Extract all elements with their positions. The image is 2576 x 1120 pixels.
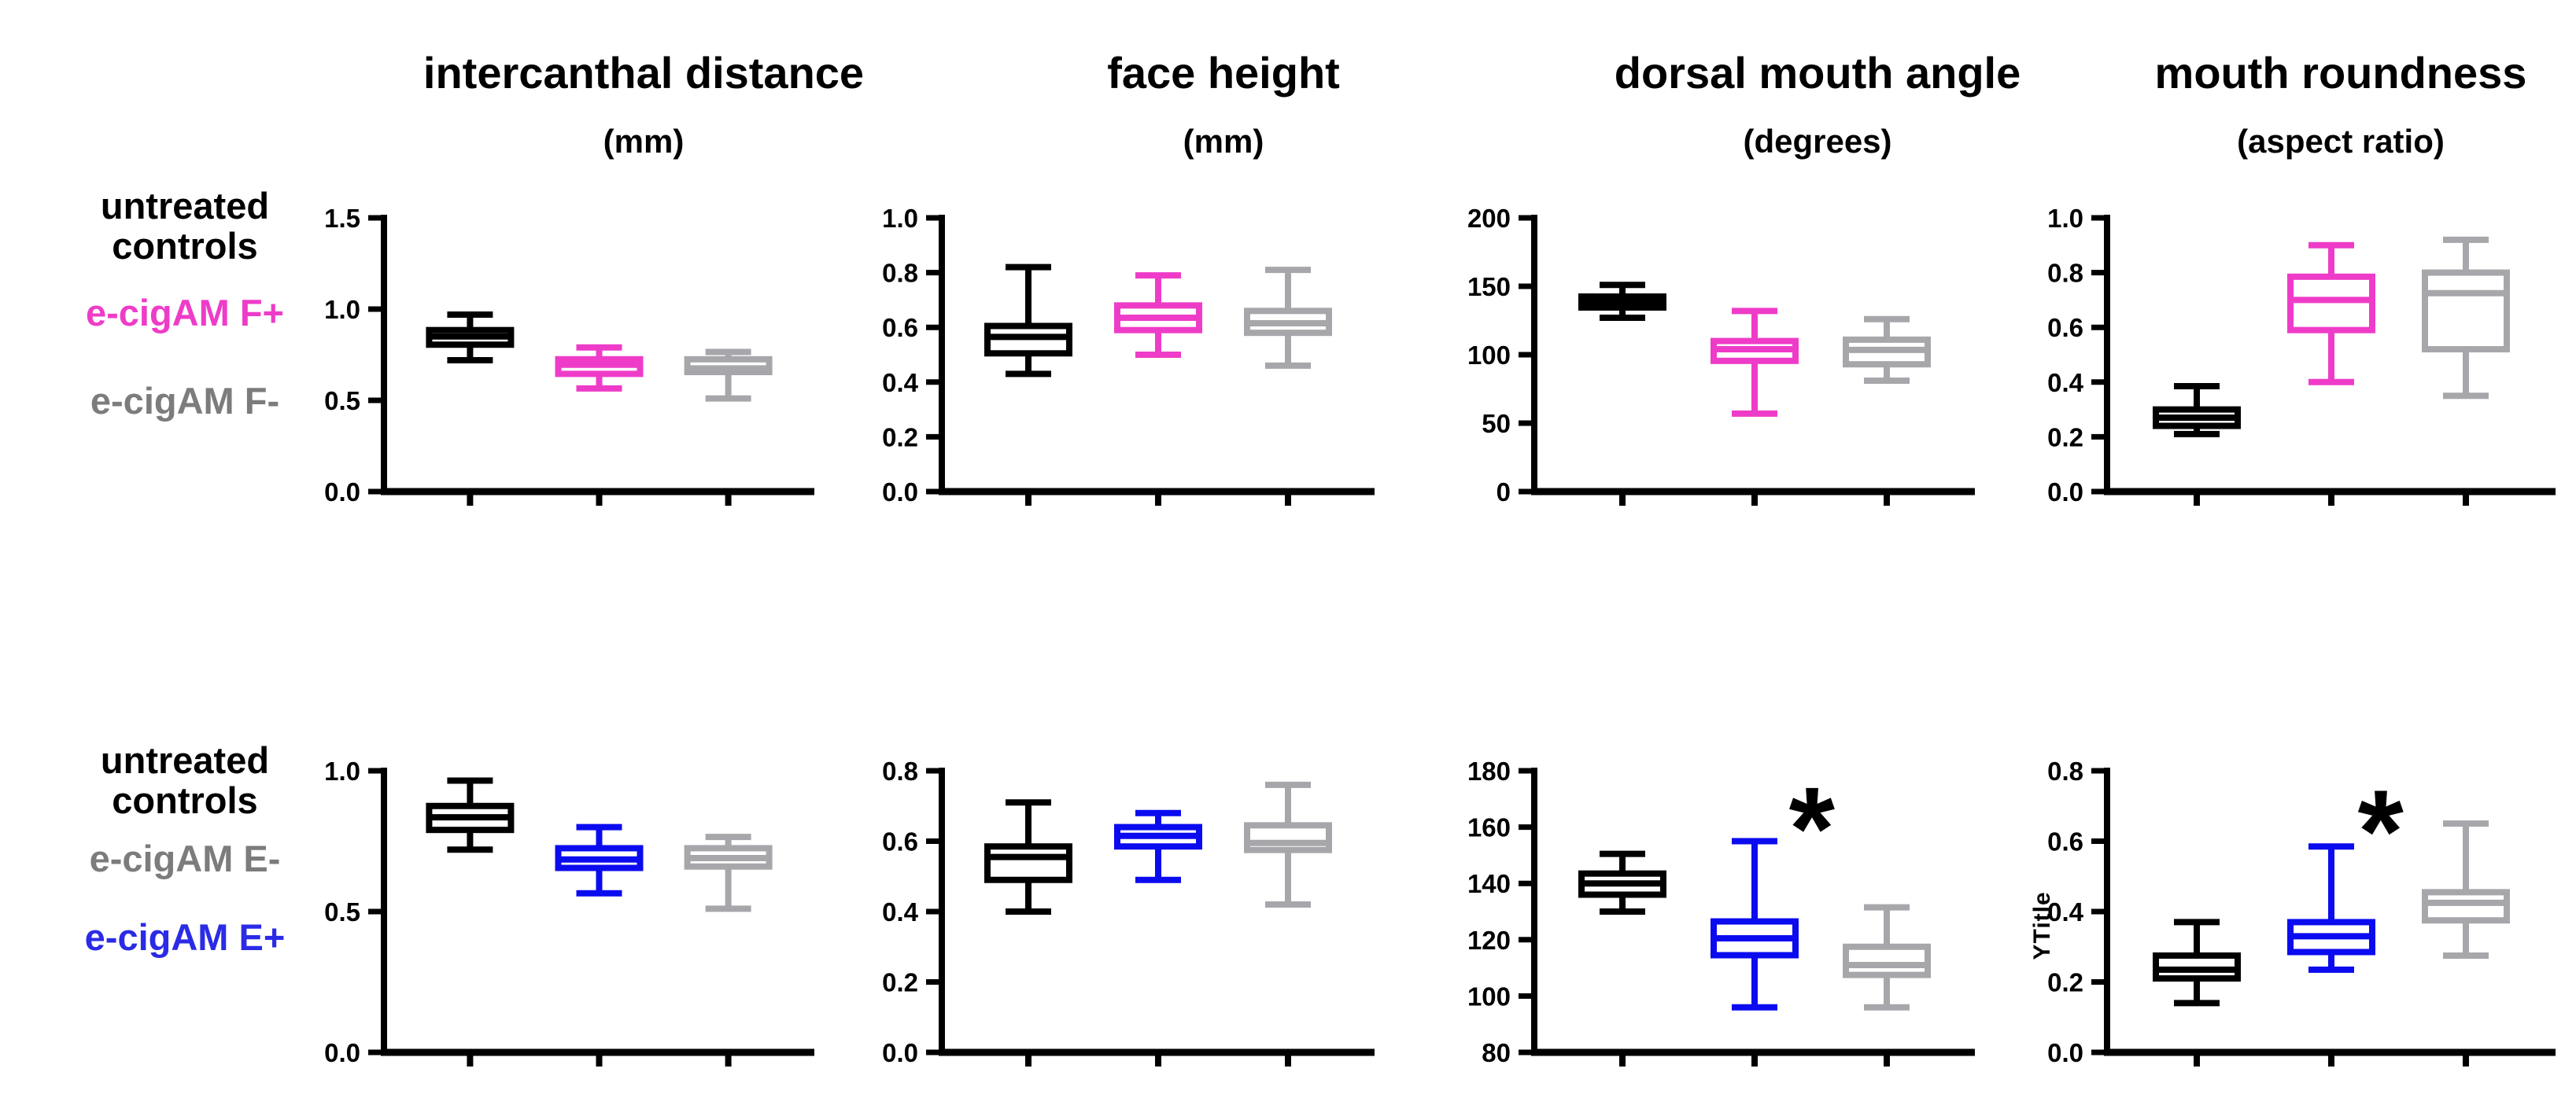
y-tick-label: 0.2 — [882, 422, 918, 451]
y-tick-label: 0.4 — [882, 368, 919, 397]
column-unit-aspect-ratio: (aspect ratio) — [2237, 123, 2445, 160]
y-tick-label: 100 — [1467, 982, 1511, 1011]
y-axis-title: YTitle — [2029, 891, 2055, 960]
box-e-cigam-e — [1843, 943, 1931, 978]
y-tick-label: 0.0 — [2047, 477, 2083, 507]
box-untreated-controls — [984, 843, 1072, 883]
box-e-cigam-e — [2422, 889, 2510, 924]
y-tick-label: 0.0 — [324, 477, 360, 507]
box-e-cigam-e — [1244, 822, 1332, 853]
y-tick-label: 0.5 — [324, 386, 360, 415]
significance-asterisk: * — [1789, 762, 1836, 894]
boxplot-svg: 80 100 120 140 160 180 * — [1467, 757, 1975, 1067]
boxplot-svg: 0.0 0.2 0.4 0.6 0.8 1.0 — [882, 204, 1375, 507]
legend-ecigam-e-plus: e-cigAM E+ — [84, 916, 286, 958]
boxplot-svg: 0 50 100 150 200 — [1467, 204, 1975, 507]
column-unit-degrees: (degrees) — [1743, 123, 1892, 160]
y-tick-label: 0.2 — [882, 968, 918, 997]
boxplot-svg: 0.0 0.2 0.4 0.6 0.8 — [882, 757, 1375, 1067]
y-tick-label: 0.8 — [2047, 259, 2083, 288]
y-tick-label: 0.0 — [882, 477, 918, 507]
y-tick-label: 50 — [1482, 409, 1511, 438]
legend-ecigam-e-minus: e-cigAM E- — [89, 838, 281, 879]
y-tick-label: 100 — [1467, 341, 1511, 370]
column-title-mouth-roundness: mouth roundness — [2154, 48, 2527, 98]
significance-asterisk: * — [2358, 765, 2404, 897]
y-tick-label: 1.0 — [2047, 204, 2083, 233]
y-tick-label: 120 — [1467, 926, 1511, 955]
y-tick-label: 1.0 — [324, 757, 360, 786]
column-title-intercanthal-distance: intercanthal distance — [423, 48, 865, 98]
y-tick-label: 80 — [1482, 1038, 1511, 1067]
boxplot-dorsal-mouth-angle-row1: 0 50 100 150 200 — [1393, 155, 2014, 547]
boxplot-mouth-roundness-row1: 0.0 0.2 0.4 0.6 0.8 1.0 — [1965, 155, 2576, 547]
legend-ecigam-f-minus: e-cigAM F- — [90, 380, 280, 422]
y-tick-label: 0.0 — [324, 1038, 360, 1067]
boxplot-face-height-row2: 0.0 0.2 0.4 0.6 0.8 — [800, 708, 1414, 1107]
box-e-cigam-f — [2422, 269, 2510, 353]
y-tick-label: 0.8 — [882, 757, 918, 786]
boxplot-mouth-roundness-row2: 0.0 0.2 0.4 0.6 0.8 YTitle * — [1965, 708, 2576, 1107]
boxplot-svg: 0.0 0.2 0.4 0.6 0.8 YTitle * — [2029, 757, 2556, 1067]
column-title-dorsal-mouth-angle: dorsal mouth angle — [1614, 48, 2021, 98]
y-tick-label: 0.6 — [882, 827, 918, 857]
y-tick-label: 0.2 — [2047, 968, 2083, 997]
y-tick-label: 0 — [1497, 477, 1511, 507]
legend-untreated-controls-row1: untreated controls — [100, 185, 270, 267]
y-tick-label: 150 — [1467, 272, 1511, 301]
y-tick-label: 0.4 — [882, 897, 919, 927]
boxplot-svg: 0.0 0.2 0.4 0.6 0.8 1.0 — [2047, 204, 2556, 507]
y-tick-label: 0.8 — [882, 259, 918, 288]
column-unit-mm-1: (mm) — [603, 123, 685, 160]
y-tick-label: 1.0 — [882, 204, 918, 233]
boxplot-svg: 0.0 0.5 1.0 1.5 — [324, 204, 814, 507]
y-tick-label: 200 — [1467, 204, 1511, 233]
y-tick-label: 0.4 — [2047, 897, 2084, 927]
y-tick-label: 0.5 — [324, 897, 360, 927]
y-tick-label: 0.6 — [882, 313, 918, 342]
y-tick-label: 140 — [1467, 869, 1511, 898]
boxplot-face-height-row1: 0.0 0.2 0.4 0.6 0.8 1.0 — [800, 155, 1414, 547]
y-tick-label: 180 — [1467, 757, 1511, 786]
box-e-cigam-f — [2287, 273, 2375, 333]
y-tick-label: 1.0 — [324, 295, 360, 324]
legend-ecigam-f-plus: e-cigAM F+ — [85, 292, 284, 333]
column-unit-mm-2: (mm) — [1183, 123, 1264, 160]
boxplot-svg: 0.0 0.5 1.0 — [324, 757, 814, 1067]
y-tick-label: 0.6 — [2047, 313, 2083, 342]
y-tick-label: 0.0 — [2047, 1038, 2083, 1067]
y-tick-label: 0.6 — [2047, 827, 2083, 857]
legend-untreated-controls-row2: untreated controls — [100, 739, 270, 821]
boxplot-intercanthal-distance-row2: 0.0 0.5 1.0 — [242, 708, 854, 1107]
y-tick-label: 0.8 — [2047, 757, 2083, 786]
y-tick-label: 1.5 — [324, 204, 360, 233]
y-tick-label: 0.2 — [2047, 422, 2083, 451]
column-title-face-height: face height — [1107, 48, 1340, 98]
boxplot-intercanthal-distance-row1: 0.0 0.5 1.0 1.5 — [242, 155, 854, 547]
y-tick-label: 0.0 — [882, 1038, 918, 1067]
y-tick-label: 160 — [1467, 813, 1511, 842]
boxplot-dorsal-mouth-angle-row2: 80 100 120 140 160 180 * — [1393, 708, 2014, 1107]
y-tick-label: 0.4 — [2047, 368, 2084, 397]
